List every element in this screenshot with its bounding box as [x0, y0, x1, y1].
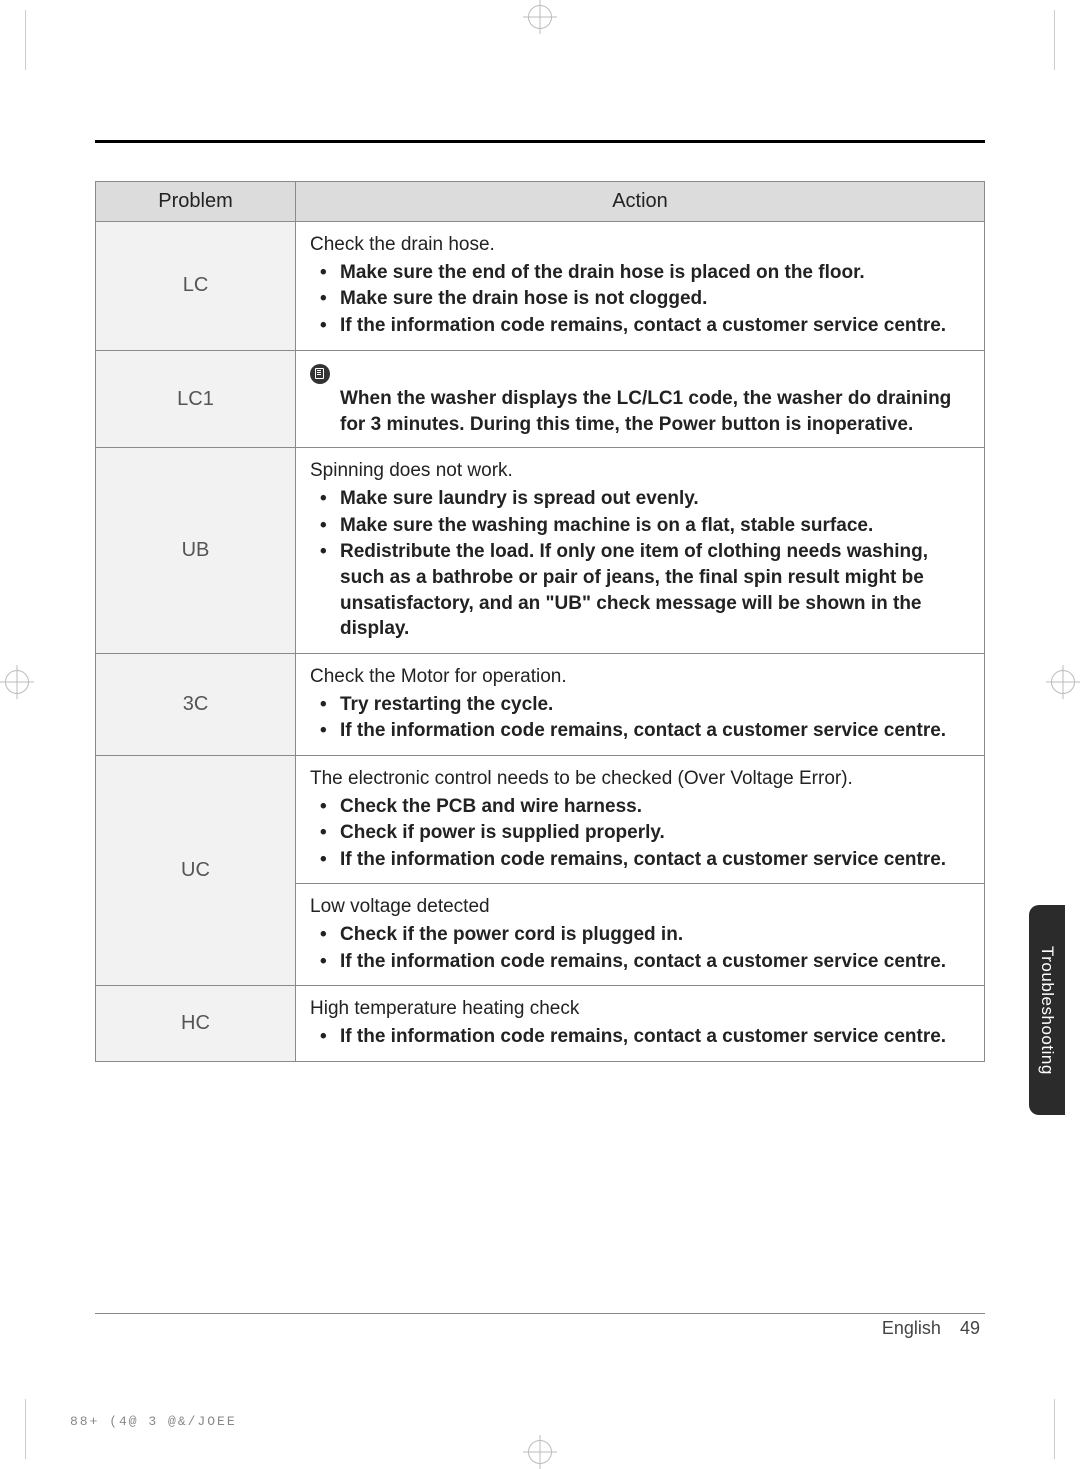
top-rule: [95, 140, 985, 143]
list-item: Check the PCB and wire harness.: [310, 794, 970, 820]
list-item: Try restarting the cycle.: [310, 692, 970, 718]
list-item: Make sure the washing machine is on a fl…: [310, 513, 970, 539]
registration-right: [1046, 665, 1080, 699]
page-content: Problem Action LC Check the drain hose. …: [95, 140, 985, 1309]
crop-mark-tl: [25, 10, 85, 70]
action-hc: High temperature heating check If the in…: [296, 986, 985, 1061]
list-item: Redistribute the load. If only one item …: [310, 539, 970, 642]
registration-bottom: [523, 1435, 557, 1469]
code-lc1: LC1: [96, 350, 296, 448]
list-item: If the information code remains, contact…: [310, 1024, 970, 1050]
footer-rule: [95, 1313, 985, 1314]
list-item: If the information code remains, contact…: [310, 718, 970, 744]
code-ub: UB: [96, 448, 296, 653]
troubleshooting-table: Problem Action LC Check the drain hose. …: [95, 181, 985, 1062]
action-ub: Spinning does not work. Make sure laundr…: [296, 448, 985, 653]
code-hc: HC: [96, 986, 296, 1061]
lead-text: High temperature heating check: [310, 996, 970, 1022]
list-item: Make sure the drain hose is not clogged.: [310, 286, 970, 312]
section-tab: Troubleshooting: [1029, 905, 1065, 1115]
action-lc1: When the washer displays the LC/LC1 code…: [296, 350, 985, 448]
crop-mark-bl: [25, 1399, 85, 1459]
table-row: UC The electronic control needs to be ch…: [96, 755, 985, 884]
code-uc: UC: [96, 755, 296, 985]
action-3c: Check the Motor for operation. Try resta…: [296, 653, 985, 755]
list-item: Make sure laundry is spread out evenly.: [310, 486, 970, 512]
footer-page: 49: [960, 1318, 980, 1338]
lead-text: Check the drain hose.: [310, 232, 970, 258]
table-row: LC Check the drain hose. Make sure the e…: [96, 222, 985, 351]
list-item: If the information code remains, contact…: [310, 313, 970, 339]
action-lc: Check the drain hose. Make sure the end …: [296, 222, 985, 351]
lead-text: Check the Motor for operation.: [310, 664, 970, 690]
action-uc-1: The electronic control needs to be check…: [296, 755, 985, 884]
lead-text: Spinning does not work.: [310, 458, 970, 484]
list-item: Check if power is supplied properly.: [310, 820, 970, 846]
footer: English 49: [882, 1318, 980, 1339]
registration-top: [523, 0, 557, 34]
code-lc: LC: [96, 222, 296, 351]
code-3c: 3C: [96, 653, 296, 755]
print-job-code: 88+ (4@ 3 @&/JOEE: [70, 1414, 237, 1429]
list-item: If the information code remains, contact…: [310, 847, 970, 873]
action-uc-2: Low voltage detected Check if the power …: [296, 884, 985, 986]
header-action: Action: [296, 182, 985, 222]
table-row: LC1 When the washer displays the LC/LC1 …: [96, 350, 985, 448]
lead-text: The electronic control needs to be check…: [310, 766, 970, 792]
crop-mark-tr: [995, 10, 1055, 70]
footer-lang: English: [882, 1318, 941, 1338]
table-row: UB Spinning does not work. Make sure lau…: [96, 448, 985, 653]
list-item: Check if the power cord is plugged in.: [310, 922, 970, 948]
list-item: Make sure the end of the drain hose is p…: [310, 260, 970, 286]
lead-text: Low voltage detected: [310, 894, 970, 920]
table-row: 3C Check the Motor for operation. Try re…: [96, 653, 985, 755]
registration-left: [0, 665, 34, 699]
note-icon: [310, 364, 330, 384]
list-item: If the information code remains, contact…: [310, 949, 970, 975]
crop-mark-br: [995, 1399, 1055, 1459]
table-row: HC High temperature heating check If the…: [96, 986, 985, 1061]
note-text: When the washer displays the LC/LC1 code…: [340, 388, 951, 435]
header-problem: Problem: [96, 182, 296, 222]
